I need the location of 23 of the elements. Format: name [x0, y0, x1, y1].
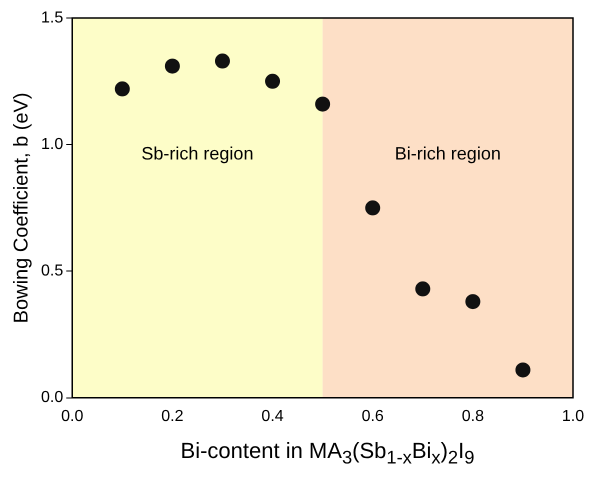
point: [515, 362, 530, 378]
point: [265, 74, 280, 89]
y-tick-label: 1.5: [40, 9, 64, 26]
y-tick-label: 0.0: [40, 389, 64, 406]
y-tick-label: 0.5: [40, 262, 64, 280]
y-axis-title: Bowing Coefficient, b (eV): [10, 92, 33, 324]
x-tick-label: 0.4: [261, 408, 284, 425]
point: [415, 281, 430, 296]
point: [114, 81, 130, 96]
y-tick-label: 1.0: [40, 136, 64, 154]
x-tick-label: 0.2: [161, 408, 184, 425]
point: [164, 58, 180, 74]
text: Bi-content in MA$_{3}$(Sb$_{1-x}$Bi$_{x}$)$_{2}$I$_{9}$: [180, 438, 474, 468]
point: [465, 294, 480, 310]
band-label: Bi-rich region: [394, 144, 501, 164]
x-tick-label: 1.0: [562, 408, 584, 425]
point: [214, 54, 230, 69]
point: [365, 200, 380, 216]
x-tick-label: 0.0: [61, 408, 84, 425]
x-tick-label: 0.8: [462, 408, 484, 425]
point: [315, 96, 330, 112]
x-tick-label: 0.6: [362, 408, 384, 425]
band-label: Sb-rich region: [141, 144, 254, 164]
